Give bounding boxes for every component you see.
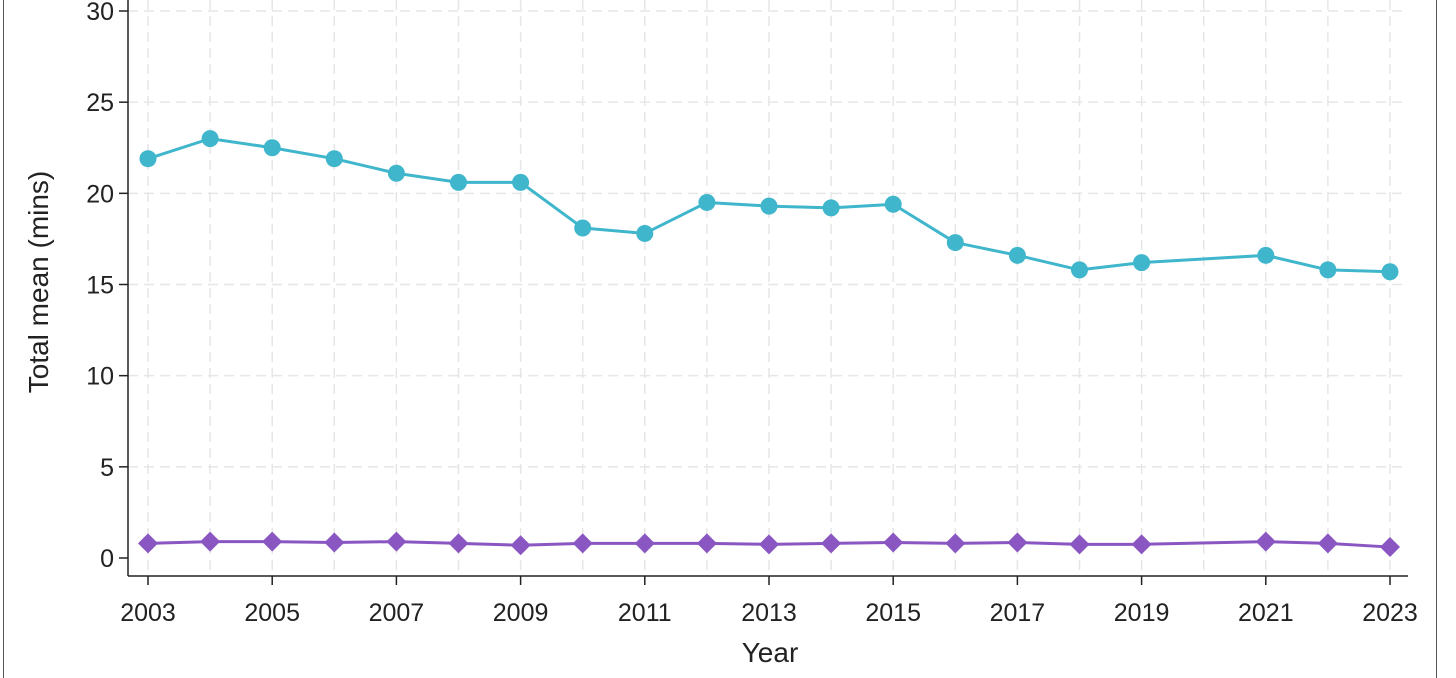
series-1-point [574,219,592,237]
series-1-point [1257,246,1275,264]
series-1-point [139,150,157,168]
x-tick-label: 2009 [493,599,549,627]
series-2-point [1255,531,1276,552]
series-2-line [147,540,1391,549]
series-1-point [822,199,840,217]
grid-lines [128,0,1408,576]
series-1-point [201,130,219,148]
series-2-point [1131,534,1152,555]
series-2-point [572,533,593,554]
series-2-point [1380,537,1400,558]
series-2-point [1317,533,1338,554]
series-2-point [821,533,842,554]
series-1-line [147,137,1391,274]
series-1-point [636,224,654,242]
x-tick-label: 2013 [741,599,797,627]
x-tick-label: 2023 [1362,599,1418,627]
series-1-point [760,197,778,215]
series-1-point [884,195,902,213]
series-2-point [945,533,966,554]
series-2-point [138,533,158,554]
series-2-point [759,534,779,555]
series-2-point [883,532,904,553]
series-2-point [262,531,283,552]
series-1-point [325,150,343,168]
series-2-point [324,532,345,553]
axes [119,0,1408,585]
figure-border-right [1436,0,1437,678]
x-tick-label: 2003 [120,599,176,627]
series-2-point [634,533,655,554]
series-1-point [1071,261,1088,279]
x-axis-title: Year [742,637,799,668]
series-1-point [946,234,964,252]
series-2-point [510,535,531,556]
x-tick-label: 2017 [990,599,1046,627]
series-1-point [698,193,716,211]
series-2-point [1069,534,1090,555]
y-tick-label: 20 [86,180,114,208]
series-1-point [1381,263,1399,281]
series-2-point [200,531,221,552]
series-1-point [1319,261,1337,279]
series-1-point [1008,246,1026,264]
y-tick-label: 15 [86,272,114,300]
x-tick-label: 2007 [369,599,425,627]
series-1-point [450,173,467,191]
y-tick-label: 25 [86,89,114,117]
y-axis-title: Total mean (mins) [23,171,54,394]
x-tick-label: 2015 [865,599,921,627]
x-tick-label: 2005 [244,599,300,627]
y-tick-label: 5 [100,454,114,482]
series-1-point [1133,254,1151,272]
x-tick-label: 2021 [1238,599,1294,627]
series-2-point [696,533,717,554]
tick-labels: 0 5 10 15 20 25 30 2003 2005 2007 2009 2011 2013 2015… [86,0,1418,627]
series-2-point [1007,532,1028,553]
series-1-point [263,139,281,157]
data-series [138,130,1400,558]
series-2-point [448,533,469,554]
figure-border-left [3,0,4,678]
y-tick-label: 10 [86,363,114,391]
series-2-point [386,531,407,552]
x-tick-label: 2011 [618,599,672,627]
series-1-point [512,173,530,191]
x-tick-label: 2019 [1114,599,1170,627]
y-tick-label: 30 [86,0,114,26]
y-tick-label: 0 [100,545,114,573]
series-1-point [387,164,405,182]
